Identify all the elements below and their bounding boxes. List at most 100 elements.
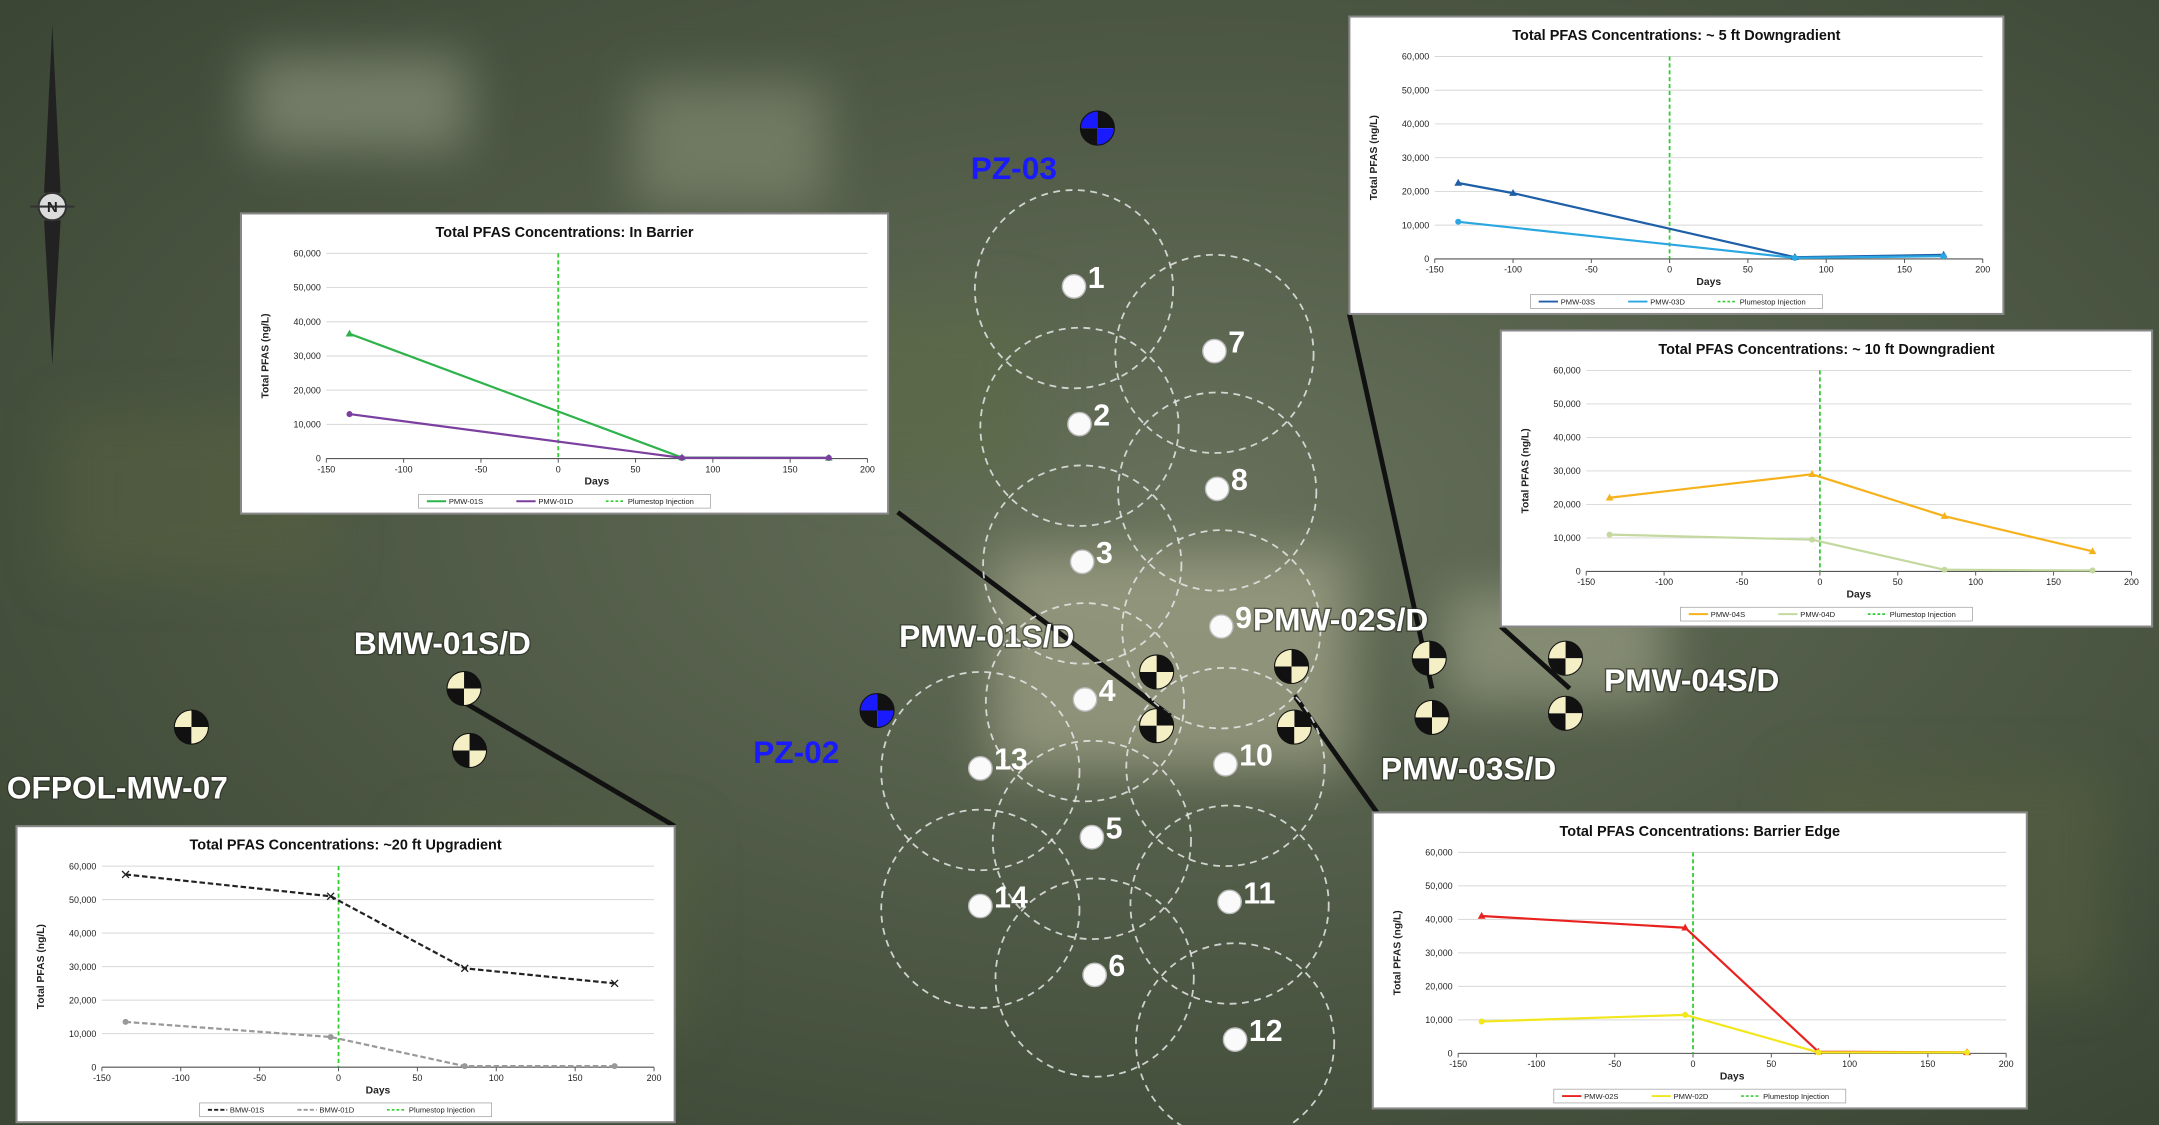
y-tick-label: 30,000 xyxy=(69,962,96,972)
y-tick-label: 0 xyxy=(316,454,321,464)
well-label: PZ-03 xyxy=(971,150,1057,186)
series-marker xyxy=(1682,1012,1688,1018)
injection-point-label: 6 xyxy=(1108,950,1125,983)
x-tick-label: -50 xyxy=(1585,265,1598,275)
x-tick-label: 150 xyxy=(1897,265,1912,275)
injection-point-label: 10 xyxy=(1239,740,1273,773)
x-tick-label: 100 xyxy=(1968,577,1983,587)
legend-label: Plumestop Injection xyxy=(409,1106,475,1115)
injection-point xyxy=(1223,1028,1246,1051)
legend-label: PMW-01S xyxy=(449,497,483,506)
chart-title: Total PFAS Concentrations: ~ 5 ft Downgr… xyxy=(1512,28,1840,44)
y-tick-label: 40,000 xyxy=(1425,915,1452,925)
y-tick-label: 60,000 xyxy=(1402,52,1429,62)
injection-point xyxy=(1218,890,1241,913)
y-tick-label: 0 xyxy=(1424,254,1429,264)
y-tick-label: 60,000 xyxy=(1425,848,1452,858)
series-marker xyxy=(826,455,832,461)
injection-point-label: 2 xyxy=(1093,399,1110,432)
y-tick-label: 60,000 xyxy=(1553,366,1580,376)
legend-label: PMW-03D xyxy=(1650,297,1685,306)
x-tick-label: 50 xyxy=(1893,577,1903,587)
x-axis-label: Days xyxy=(585,477,610,488)
injection-point-label: 11 xyxy=(1243,877,1275,910)
x-tick-label: 0 xyxy=(1667,265,1672,275)
injection-point-label: 13 xyxy=(994,744,1028,777)
y-axis-label: Total PFAS (ng/L) xyxy=(1392,910,1403,995)
y-tick-label: 10,000 xyxy=(1425,1015,1452,1025)
y-tick-label: 50,000 xyxy=(1425,881,1452,891)
x-tick-label: -100 xyxy=(1527,1059,1545,1069)
legend-label: Plumestop Injection xyxy=(628,497,694,506)
y-tick-label: 0 xyxy=(1448,1049,1453,1059)
y-tick-label: 30,000 xyxy=(293,351,320,361)
well-label: PMW-02S/D xyxy=(1253,602,1428,638)
injection-point xyxy=(969,757,992,780)
x-tick-label: -50 xyxy=(253,1073,266,1083)
y-tick-label: 0 xyxy=(91,1062,96,1072)
x-axis-label: Days xyxy=(366,1085,391,1096)
injection-point-label: 1 xyxy=(1088,262,1105,295)
injection-point xyxy=(1205,477,1228,500)
y-tick-label: 40,000 xyxy=(1553,433,1580,443)
x-tick-label: 100 xyxy=(1842,1059,1857,1069)
y-tick-label: 10,000 xyxy=(1402,220,1429,230)
y-tick-label: 10,000 xyxy=(69,1029,96,1039)
x-tick-label: -100 xyxy=(1504,265,1522,275)
series-marker xyxy=(462,1063,468,1069)
chart-title: Total PFAS Concentrations: ~ 10 ft Downg… xyxy=(1658,342,1994,358)
y-tick-label: 60,000 xyxy=(69,861,96,871)
y-tick-label: 10,000 xyxy=(293,420,320,430)
x-tick-label: -150 xyxy=(1426,265,1444,275)
y-tick-label: 40,000 xyxy=(1402,119,1429,129)
x-tick-label: -50 xyxy=(1608,1059,1621,1069)
series-marker xyxy=(123,1019,129,1025)
x-tick-label: 200 xyxy=(2124,577,2139,587)
injection-point-label: 7 xyxy=(1228,327,1245,360)
y-tick-label: 20,000 xyxy=(293,385,320,395)
series-marker xyxy=(1607,532,1613,538)
injection-point-label: 4 xyxy=(1099,675,1116,708)
y-tick-label: 40,000 xyxy=(69,928,96,938)
legend-label: PMW-03S xyxy=(1561,297,1595,306)
y-tick-label: 20,000 xyxy=(1553,500,1580,510)
series-marker xyxy=(346,411,352,417)
legend-label: Plumestop Injection xyxy=(1740,297,1806,306)
injection-point-label: 12 xyxy=(1249,1015,1283,1048)
series-marker xyxy=(1941,253,1947,259)
chart: Total PFAS Concentrations: ~ 10 ft Downg… xyxy=(1501,330,2152,626)
x-tick-label: 50 xyxy=(1766,1059,1776,1069)
x-tick-label: -50 xyxy=(474,464,487,474)
y-axis-label: Total PFAS (ng/L) xyxy=(36,924,47,1009)
chart-title: Total PFAS Concentrations: ~20 ft Upgrad… xyxy=(190,838,502,854)
legend-label: PMW-04D xyxy=(1800,610,1835,619)
chart: Total PFAS Concentrations: In Barrier010… xyxy=(241,213,888,513)
legend-label: Plumestop Injection xyxy=(1763,1092,1829,1101)
site-map: N 1234567891011121314 PZ-03PZ-02BMW-01S/… xyxy=(0,0,2159,1125)
x-tick-label: 0 xyxy=(336,1073,341,1083)
north-label: N xyxy=(47,199,58,216)
x-tick-label: 0 xyxy=(1817,577,1822,587)
x-tick-label: 50 xyxy=(631,464,641,474)
x-tick-label: 200 xyxy=(860,464,875,474)
injection-point xyxy=(1214,753,1237,776)
series-marker xyxy=(1964,1049,1970,1055)
injection-point xyxy=(1073,688,1096,711)
x-tick-label: -50 xyxy=(1736,577,1749,587)
y-axis-label: Total PFAS (ng/L) xyxy=(1369,115,1380,200)
injection-point xyxy=(1210,615,1233,638)
legend-label: PMW-02S xyxy=(1584,1092,1618,1101)
chart: Total PFAS Concentrations: ~ 5 ft Downgr… xyxy=(1349,17,2003,314)
series-marker xyxy=(679,455,685,461)
legend-label: PMW-02D xyxy=(1674,1092,1709,1101)
legend-label: BMW-01S xyxy=(230,1106,264,1115)
injection-point xyxy=(1203,339,1226,362)
series-marker xyxy=(1815,1049,1821,1055)
legend-label: PMW-04S xyxy=(1711,610,1745,619)
y-tick-label: 60,000 xyxy=(293,249,320,259)
y-tick-label: 30,000 xyxy=(1425,948,1452,958)
x-axis-label: Days xyxy=(1847,590,1872,601)
x-tick-label: -150 xyxy=(317,464,335,474)
y-axis-label: Total PFAS (ng/L) xyxy=(260,313,271,398)
well-label: BMW-01S/D xyxy=(354,625,531,661)
